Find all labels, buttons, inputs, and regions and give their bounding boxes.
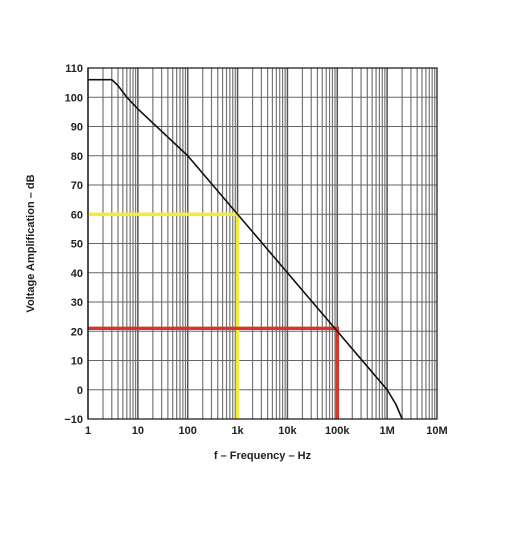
plot-frame [87,67,438,420]
y-tick-label: 70 [71,180,83,192]
y-tick-label: 60 [71,209,83,221]
response-curve-line [88,78,403,420]
series-layer [88,78,403,420]
y-tick-label: 10 [71,356,83,368]
y-tick-label: 100 [65,92,83,104]
y-tick-label: −10 [64,414,83,426]
y-tick-label: 20 [71,326,83,338]
x-tick-label: 1 [85,425,91,437]
x-axis-title: f – Frequency – Hz [214,450,312,462]
y-tick-labels: −10 0 10 20 30 40 50 60 70 80 90 100 110 [64,63,83,426]
y-tick-label: 90 [71,122,83,134]
y-tick-label: 110 [65,63,83,75]
y-tick-label: 80 [71,151,83,163]
grid-layer [87,67,437,420]
y-tick-label: 50 [71,239,83,251]
x-tick-labels: 1 10 100 1k 10k 100k 1M 10M [85,425,448,437]
guide-line-2 [88,326,339,419]
x-tick-label: 100 [179,425,197,437]
x-tick-label: 1M [380,425,395,437]
y-tick-label: 0 [77,385,83,397]
y-axis-title: Voltage Amplification – dB [25,174,37,312]
x-tick-label: 1k [231,425,244,437]
x-tick-label: 10 [132,425,144,437]
y-tick-label: 40 [71,268,83,280]
y-tick-label: 30 [71,297,83,309]
x-tick-label: 100k [325,425,350,437]
x-tick-label: 10M [426,425,447,437]
x-tick-label: 10k [278,425,297,437]
